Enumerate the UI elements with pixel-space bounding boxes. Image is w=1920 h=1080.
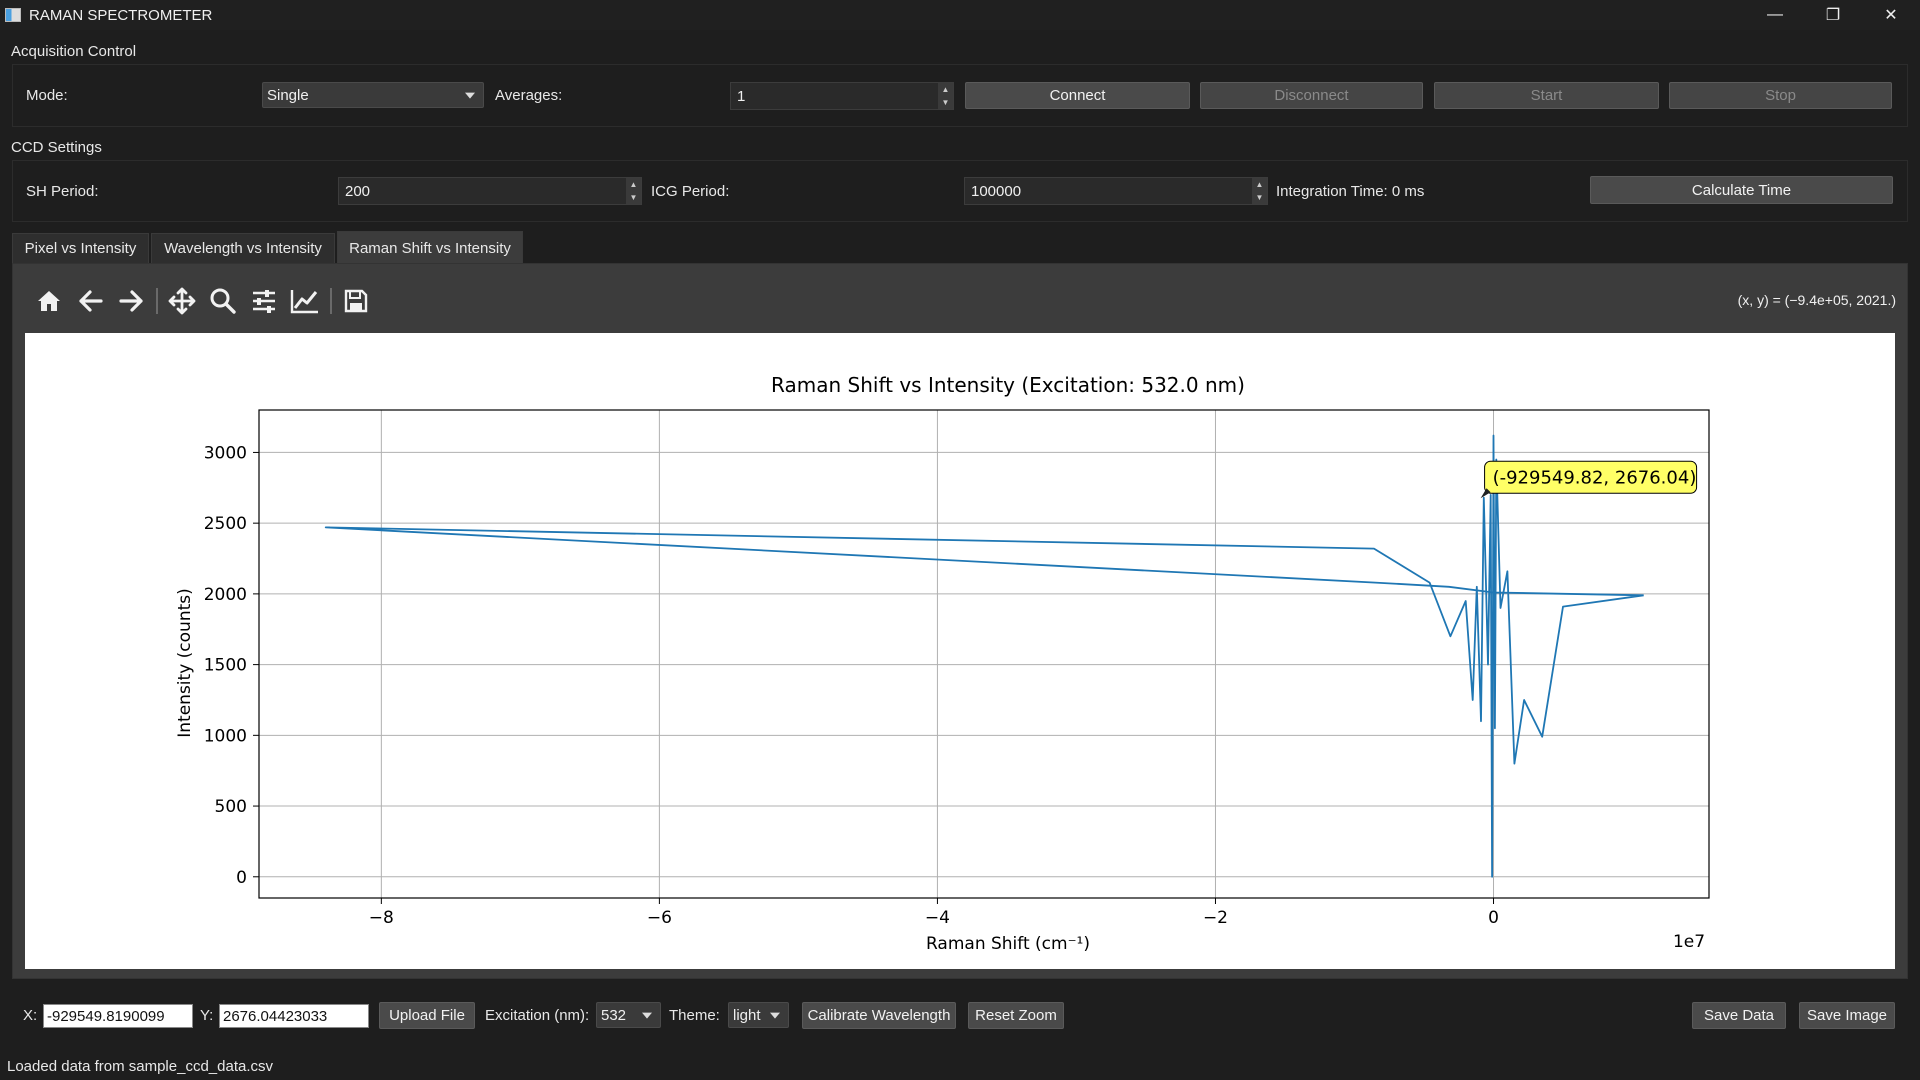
tab-pixel-vs-intensity[interactable]: Pixel vs Intensity [12,233,149,263]
minimize-button[interactable]: — [1746,0,1804,30]
cursor-coordinates: (x, y) = (−9.4e+05, 2021.) [1737,292,1896,308]
series-line [324,434,1644,878]
spin-down-icon[interactable]: ▼ [941,98,950,107]
excitation-value: 532 [601,1006,627,1024]
axes-frame [258,409,1710,899]
spin-down-icon[interactable]: ▼ [1255,193,1264,202]
averages-spinbox[interactable]: 1 ▲ ▼ [730,82,954,110]
spin-up-icon[interactable]: ▲ [1255,180,1264,189]
sh-period-label: SH Period: [26,183,99,200]
mode-value: Single [267,86,309,104]
y-coordinate-input[interactable]: 2676.04423033 [219,1004,369,1028]
save-icon[interactable] [341,286,371,316]
x-coordinate-label: X: [23,1007,38,1024]
plot-figure[interactable]: −8 −6 −4 −2 0 0 500 1000 1500 2000 2500 3000 (-929… [25,333,1895,969]
forward-icon[interactable] [116,286,146,316]
home-icon[interactable] [34,286,64,316]
app-icon [5,8,21,22]
icg-period-label: ICG Period: [651,183,730,200]
y-tick-label: 1000 [204,726,247,746]
x-coordinate-input[interactable]: -929549.8190099 [43,1004,193,1028]
disconnect-button[interactable]: Disconnect [1200,82,1423,109]
mode-select[interactable]: Single [262,82,484,108]
y-tick-label: 2000 [204,585,247,605]
chevron-down-icon [770,1012,780,1019]
configure-icon[interactable] [249,286,279,316]
spin-up-icon[interactable]: ▲ [941,85,950,94]
calculate-time-button[interactable]: Calculate Time [1590,176,1893,204]
raman-shift-chart[interactable]: −8 −6 −4 −2 0 0 500 1000 1500 2000 2500 3000 (-929… [25,333,1895,969]
sh-period-value: 200 [345,182,371,200]
excitation-label: Excitation (nm): [485,1007,590,1024]
toolbar-separator [330,288,332,314]
save-data-button[interactable]: Save Data [1692,1002,1786,1029]
spin-up-icon[interactable]: ▲ [629,180,638,189]
stop-button[interactable]: Stop [1669,82,1892,109]
y-tick-label: 2500 [204,514,247,534]
averages-value: 1 [737,87,746,105]
icg-period-spinbox[interactable]: 100000 ▲ ▼ [964,177,1268,205]
connect-button[interactable]: Connect [965,82,1190,109]
tab-raman-shift-vs-intensity[interactable]: Raman Shift vs Intensity [337,231,523,264]
close-button[interactable]: ✕ [1862,0,1920,30]
y-axis-ticks: 0 500 1000 1500 2000 2500 3000 [204,443,259,888]
acquisition-section-title: Acquisition Control [11,43,137,60]
close-icon: ✕ [1884,7,1898,24]
grid-lines [259,410,1709,898]
calibrate-wavelength-button[interactable]: Calibrate Wavelength [802,1002,956,1029]
pan-icon[interactable] [167,286,197,316]
status-bar-text: Loaded data from sample_ccd_data.csv [7,1058,273,1075]
chevron-down-icon [642,1012,652,1019]
restore-icon: ❐ [1825,7,1841,24]
save-image-button[interactable]: Save Image [1799,1002,1895,1029]
x-axis-ticks: −8 −6 −4 −2 0 [369,898,1499,928]
back-icon[interactable] [76,286,106,316]
y-coordinate-label: Y: [200,1007,214,1024]
theme-select[interactable]: light [728,1002,789,1028]
x-tick-label: −8 [369,908,394,928]
window-title: RAMAN SPECTROMETER [29,6,213,24]
ccd-section-title: CCD Settings [11,139,102,156]
theme-label: Theme: [669,1007,720,1024]
tab-wavelength-vs-intensity[interactable]: Wavelength vs Intensity [151,233,335,263]
zoom-icon[interactable] [208,286,238,316]
y-tick-label: 500 [215,797,247,817]
reset-zoom-button[interactable]: Reset Zoom [968,1002,1064,1029]
chart-title: Raman Shift vs Intensity (Excitation: 53… [771,373,1245,397]
annotation-arrow [1480,488,1491,499]
chevron-down-icon [465,92,475,99]
y-tick-label: 0 [236,868,247,888]
integration-time-text: Integration Time: 0 ms [1276,183,1425,200]
x-tick-label: −2 [1203,908,1228,928]
upload-file-button[interactable]: Upload File [379,1002,475,1029]
x-tick-label: −6 [647,908,672,928]
x-axis-label: Raman Shift (cm⁻¹) [926,934,1090,954]
start-button[interactable]: Start [1434,82,1659,109]
restore-button[interactable]: ❐ [1804,0,1862,30]
excitation-select[interactable]: 532 [596,1002,661,1028]
icg-period-value: 100000 [971,182,1022,200]
x-axis-offset-label: 1e7 [1673,932,1705,952]
minimize-icon: — [1767,6,1783,23]
averages-label: Averages: [495,87,563,104]
y-tick-label: 1500 [204,656,247,676]
y-axis-label: Intensity (counts) [175,588,195,737]
theme-value: light [733,1006,761,1024]
spin-down-icon[interactable]: ▼ [629,193,638,202]
x-tick-label: −4 [925,908,950,928]
title-bar: RAMAN SPECTROMETER — ❐ ✕ [0,0,1920,30]
x-tick-label: 0 [1488,908,1499,928]
sh-period-spinbox[interactable]: 200 ▲ ▼ [338,177,642,205]
edit-axis-icon[interactable] [290,286,320,316]
data-annotation: (-929549.82, 2676.04) [1480,460,1698,499]
toolbar-separator [156,288,158,314]
annotation-text: (-929549.82, 2676.04) [1493,467,1697,488]
annotation-box [1484,460,1698,494]
y-tick-label: 3000 [204,443,247,463]
mode-label: Mode: [26,87,68,104]
